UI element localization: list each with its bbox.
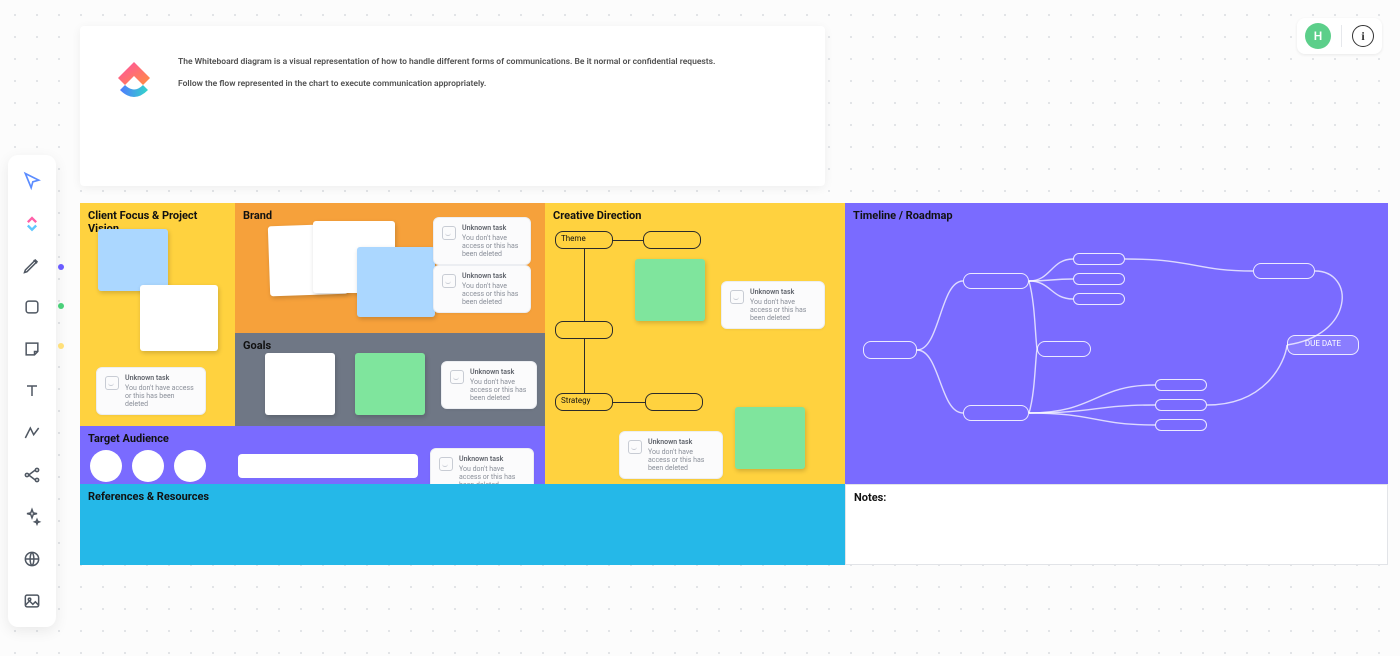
panel-timeline[interactable]: Timeline / RoadmapDUE DATE xyxy=(845,203,1388,484)
intro-text: The Whiteboard diagram is a visual repre… xyxy=(178,56,715,166)
intro-line-1: The Whiteboard diagram is a visual repre… xyxy=(178,56,715,70)
task-sub: You don't have access or this has been d… xyxy=(750,298,816,322)
text-tool[interactable] xyxy=(12,371,52,411)
cd-node[interactable] xyxy=(555,321,613,339)
task-title: Unknown task xyxy=(750,288,816,296)
task-card[interactable]: Unknown task You don't have access or thi… xyxy=(433,217,531,265)
timeline-node[interactable] xyxy=(1253,263,1315,279)
sticky-note[interactable] xyxy=(98,229,168,291)
clickup-logo-icon xyxy=(110,56,158,104)
connector-tool[interactable] xyxy=(12,413,52,453)
panel-title: Goals xyxy=(235,333,545,352)
task-card[interactable]: Unknown task You don't have access or thi… xyxy=(96,367,206,415)
image-tool[interactable] xyxy=(12,581,52,621)
panel-title: Target Audience xyxy=(80,426,545,445)
panel-title: Creative Direction xyxy=(545,203,845,222)
task-card[interactable]: Unknown task You don't have access or thi… xyxy=(441,361,537,409)
pen-tool[interactable] xyxy=(12,245,52,285)
cd-label: Theme xyxy=(561,234,586,243)
ai-tool[interactable] xyxy=(12,497,52,537)
cd-connector xyxy=(584,249,585,321)
task-sub: You don't have access or this has been d… xyxy=(125,384,197,408)
header-controls: H i xyxy=(1297,18,1382,54)
panel-client-focus[interactable]: Client Focus & Project VisionUnknown tas… xyxy=(80,203,235,426)
info-button[interactable]: i xyxy=(1352,25,1374,47)
panel-title: Notes: xyxy=(846,485,1387,504)
task-title: Unknown task xyxy=(462,272,522,280)
timeline-node[interactable] xyxy=(1073,293,1125,305)
panel-creative-direction[interactable]: Creative Direction Theme Strategy Unknown t… xyxy=(545,203,845,484)
timeline-node[interactable] xyxy=(863,341,917,359)
mindmap-tool[interactable] xyxy=(12,455,52,495)
task-title: Unknown task xyxy=(125,374,197,382)
panel-notes[interactable]: Notes: xyxy=(845,484,1388,565)
left-toolbar xyxy=(8,155,56,627)
audience-circle[interactable] xyxy=(132,450,164,482)
audience-circle[interactable] xyxy=(174,450,206,482)
select-tool[interactable] xyxy=(12,161,52,201)
panel-brand[interactable]: BrandUnknown taskYou don't have access o… xyxy=(235,203,545,333)
cd-label: Strategy xyxy=(561,396,590,405)
task-sub: You don't have access or this has been d… xyxy=(462,282,522,306)
task-card[interactable]: Unknown task You don't have access or thi… xyxy=(619,431,723,479)
timeline-due-date-node[interactable]: DUE DATE xyxy=(1287,335,1359,355)
tool-color-dot[interactable] xyxy=(58,264,64,270)
task-title: Unknown task xyxy=(470,368,528,376)
tool-color-dot[interactable] xyxy=(58,343,64,349)
timeline-node[interactable] xyxy=(963,273,1029,289)
web-tool[interactable] xyxy=(12,539,52,579)
audience-bar[interactable] xyxy=(238,454,418,478)
timeline-node[interactable] xyxy=(963,405,1029,421)
sticky-note[interactable] xyxy=(635,259,705,321)
timeline-node[interactable] xyxy=(1155,379,1207,391)
task-card[interactable]: Unknown task You don't have access or thi… xyxy=(433,265,531,313)
task-sub: You don't have access or this has been d… xyxy=(462,234,522,258)
cd-node[interactable] xyxy=(643,231,701,249)
user-avatar[interactable]: H xyxy=(1305,23,1331,49)
sticky-tool[interactable] xyxy=(12,329,52,369)
tool-color-dot[interactable] xyxy=(58,303,64,309)
timeline-node[interactable] xyxy=(1073,273,1125,285)
cd-node[interactable] xyxy=(645,393,703,411)
task-title: Unknown task xyxy=(648,438,714,446)
intro-card: The Whiteboard diagram is a visual repre… xyxy=(80,26,825,186)
task-title: Unknown task xyxy=(459,455,525,463)
intro-line-2: Follow the flow represented in the chart… xyxy=(178,78,715,92)
timeline-due-date-label: DUE DATE xyxy=(1288,339,1358,348)
timeline-node[interactable] xyxy=(1073,253,1125,265)
timeline-node[interactable] xyxy=(1155,419,1207,431)
sticky-note[interactable] xyxy=(355,353,425,415)
cd-connector xyxy=(613,402,645,403)
sticky-note[interactable] xyxy=(140,285,218,351)
cd-connector xyxy=(613,240,643,241)
task-sub: You don't have access or this has been d… xyxy=(648,448,714,472)
panel-goals[interactable]: Goals Unknown task You don't have access o… xyxy=(235,333,545,426)
divider xyxy=(1341,25,1342,47)
sticky-note[interactable] xyxy=(265,353,335,415)
panel-references[interactable]: References & Resources xyxy=(80,484,845,565)
audience-circle[interactable] xyxy=(90,450,122,482)
board[interactable]: Client Focus & Project VisionUnknown tas… xyxy=(80,203,1388,565)
sticky-note[interactable] xyxy=(735,407,805,469)
timeline-node[interactable] xyxy=(1037,341,1091,357)
clickup-tool[interactable] xyxy=(12,203,52,243)
sticky-note[interactable] xyxy=(357,247,435,317)
cd-connector xyxy=(584,339,585,393)
timeline-node[interactable] xyxy=(1155,399,1207,411)
panel-target-audience[interactable]: Target AudienceUnknown taskYou don't hav… xyxy=(80,426,545,484)
task-sub: You don't have access or this has been d… xyxy=(470,378,528,402)
task-title: Unknown task xyxy=(462,224,522,232)
panel-title: References & Resources xyxy=(80,484,845,503)
task-card[interactable]: Unknown task You don't have access or thi… xyxy=(721,281,825,329)
shape-tool[interactable] xyxy=(12,287,52,327)
